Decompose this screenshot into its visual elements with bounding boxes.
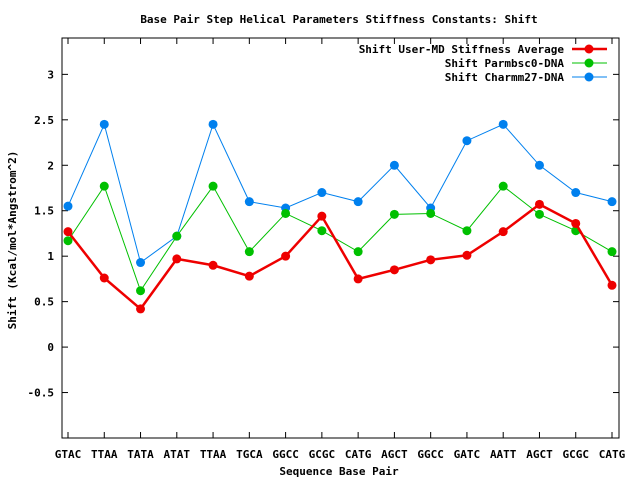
data-point — [462, 250, 472, 260]
data-point — [353, 247, 363, 257]
y-tick-label: 0.5 — [34, 296, 54, 309]
data-point — [244, 271, 254, 281]
data-point — [498, 181, 508, 191]
data-point — [172, 231, 182, 241]
plot-frame — [61, 37, 620, 439]
series-group — [63, 119, 617, 314]
data-point — [462, 226, 472, 236]
series-line — [67, 185, 613, 292]
data-point — [99, 119, 109, 129]
y-tick-label: 2.5 — [34, 114, 54, 127]
x-tick-label: GATC — [454, 448, 481, 461]
x-tick-label: GGCC — [417, 448, 444, 461]
data-point — [208, 260, 218, 270]
y-tick-label: 1 — [47, 250, 54, 263]
data-point — [607, 247, 617, 257]
data-point — [498, 119, 508, 129]
data-point — [534, 199, 544, 209]
data-point — [498, 227, 508, 237]
x-tick-label: AATT — [490, 448, 517, 461]
x-tick-label: TTAA — [200, 448, 227, 461]
y-axis: -0.5 0 0.5 1 1.5 2 2.5 3 — [28, 68, 619, 400]
data-point — [63, 227, 73, 237]
data-point — [353, 274, 363, 284]
x-tick-label: CATG — [345, 448, 372, 461]
x-tick-label: ATAT — [164, 448, 191, 461]
data-point — [281, 208, 291, 218]
x-tick-label: CATG — [599, 448, 626, 461]
legend-swatch-marker — [584, 44, 594, 54]
data-point — [389, 265, 399, 275]
data-point — [172, 254, 182, 264]
x-tick-label: GCGC — [562, 448, 589, 461]
y-tick-label: 3 — [47, 68, 54, 81]
data-point — [244, 247, 254, 257]
x-tick-label: AGCT — [526, 448, 553, 461]
x-axis: GTAC TTAA TATA ATAT TTAA TGCA GGCC GCGC CATG AGCT… — [55, 38, 626, 461]
x-tick-label: GGCC — [272, 448, 299, 461]
chart-title: Base Pair Step Helical Parameters Stiffn… — [140, 13, 537, 26]
data-point — [534, 160, 544, 170]
data-point — [571, 188, 581, 198]
data-point — [607, 197, 617, 207]
data-point — [353, 197, 363, 207]
data-point — [281, 251, 291, 261]
data-point — [63, 201, 73, 211]
data-point — [208, 119, 218, 129]
data-point — [136, 304, 146, 314]
data-point — [99, 181, 109, 191]
data-point — [462, 136, 472, 146]
x-axis-label: Sequence Base Pair — [279, 465, 399, 478]
x-tick-label: GCGC — [309, 448, 336, 461]
data-point — [571, 218, 581, 228]
data-point — [426, 255, 436, 265]
series-line — [67, 202, 614, 311]
y-axis-label: Shift (Kcal/mol*Angstrom^2) — [6, 151, 19, 330]
y-tick-label: 0 — [47, 341, 54, 354]
x-tick-label: TATA — [127, 448, 154, 461]
data-point — [389, 160, 399, 170]
data-point — [136, 286, 146, 296]
x-tick-label: TTAA — [91, 448, 118, 461]
x-tick-label: TGCA — [236, 448, 263, 461]
data-point — [99, 273, 109, 283]
data-point — [317, 211, 327, 221]
y-tick-label: 2 — [47, 159, 54, 172]
legend-label: Shift Charmm27-DNA — [445, 71, 565, 84]
legend-label: Shift Parmbsc0-DNA — [445, 57, 565, 70]
data-point — [136, 258, 146, 268]
data-point — [389, 209, 399, 219]
legend-label: Shift User-MD Stiffness Average — [359, 43, 565, 56]
y-tick-label: -0.5 — [28, 387, 55, 400]
data-point — [607, 280, 617, 290]
data-point — [426, 208, 436, 218]
series-line — [67, 122, 613, 264]
x-tick-label: GTAC — [55, 448, 82, 461]
x-tick-label: AGCT — [381, 448, 408, 461]
data-point — [208, 181, 218, 191]
legend-swatch-marker — [584, 72, 594, 82]
y-tick-label: 1.5 — [34, 205, 54, 218]
legend-swatch-marker — [584, 58, 594, 68]
data-point — [63, 236, 73, 246]
data-point — [317, 188, 327, 198]
data-point — [317, 226, 327, 236]
data-point — [534, 209, 544, 219]
data-point — [244, 197, 254, 207]
